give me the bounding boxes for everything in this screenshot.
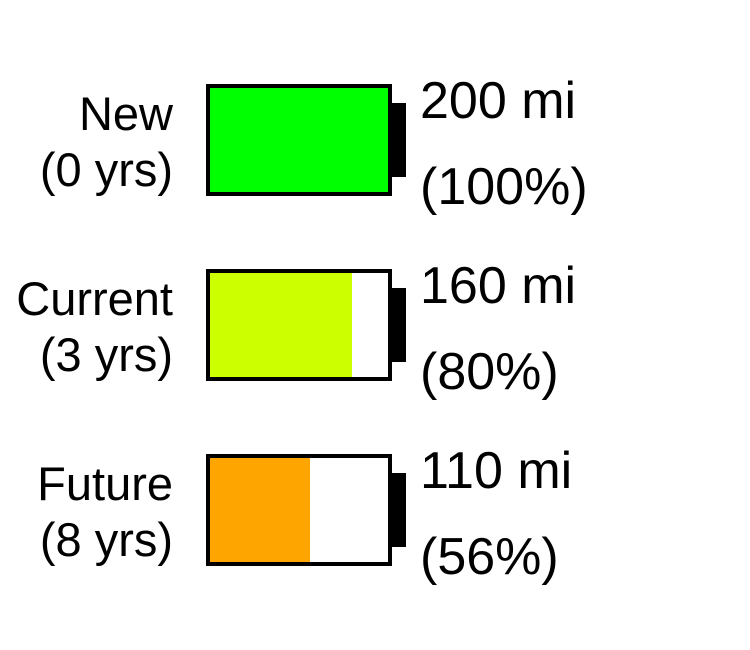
battery-row-current: Current (3 yrs) 160 mi (80%) — [0, 257, 750, 419]
percent-value-label: (100%) — [420, 158, 588, 216]
battery-charge-fill — [210, 88, 388, 192]
range-value-label: 110 mi — [420, 442, 573, 500]
row-label-age: (3 yrs) — [39, 328, 173, 381]
percent-value-label: (56%) — [420, 528, 559, 586]
battery-terminal — [390, 473, 406, 547]
battery-row-future: Future (8 yrs) 110 mi (56%) — [0, 442, 750, 604]
row-label-age: (8 yrs) — [39, 513, 173, 566]
row-label: New (0 yrs) — [40, 86, 173, 198]
battery-body — [206, 454, 392, 566]
battery-row-new: New (0 yrs) 200 mi (100%) — [0, 72, 750, 234]
row-label-age: (0 yrs) — [39, 143, 173, 196]
row-label-title: New — [78, 87, 173, 140]
row-label-title: Current — [16, 272, 173, 325]
row-label-title: Future — [37, 457, 173, 510]
battery-terminal — [390, 103, 406, 177]
row-label: Current (3 yrs) — [16, 271, 173, 383]
battery-charge-fill — [210, 458, 310, 562]
battery-charge-fill — [210, 273, 353, 377]
percent-value-label: (80%) — [420, 343, 559, 401]
range-value-label: 160 mi — [420, 257, 577, 315]
battery-body — [206, 269, 392, 381]
range-value-label: 200 mi — [420, 72, 577, 130]
battery-body — [206, 84, 392, 196]
row-label: Future (8 yrs) — [37, 456, 173, 568]
battery-terminal — [390, 288, 406, 362]
